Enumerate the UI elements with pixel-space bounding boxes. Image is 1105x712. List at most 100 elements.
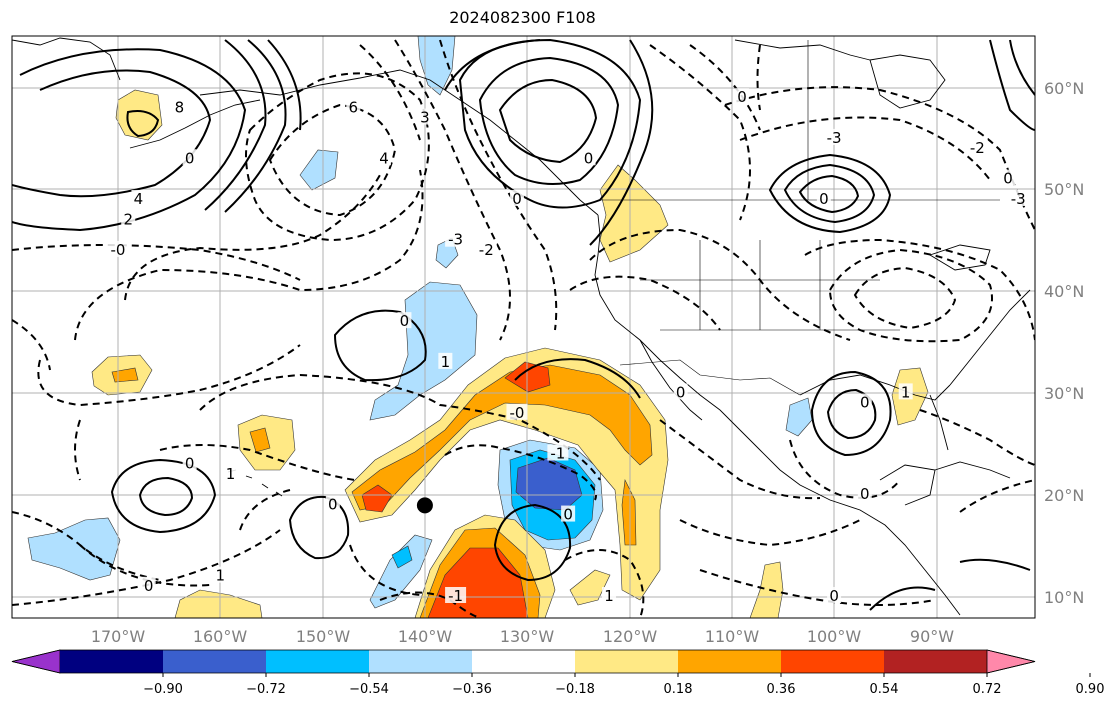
contour-solid — [110, 458, 217, 534]
contour-dashed — [12, 529, 281, 606]
contour-label: -0 — [509, 404, 524, 422]
contour-dashed — [739, 116, 991, 181]
contour-label-bg — [602, 587, 617, 603]
lat-label: 50°N — [1044, 180, 1084, 199]
contour-label: -2 — [479, 241, 494, 259]
contour-label-bg — [547, 444, 569, 461]
contour-label-bg — [673, 383, 688, 400]
lon-label: 120°W — [603, 627, 658, 646]
contour-label: 1 — [604, 587, 614, 605]
political-borders — [598, 40, 1000, 396]
contour-dashed — [699, 569, 936, 606]
colorbar: −0.90 −0.72 −0.54 −0.36 −0.18 0.18 0.36 0.54 0.7… — [11, 649, 1104, 697]
east-coast — [949, 289, 1031, 386]
contour-label-bg — [857, 485, 872, 502]
lat-label: 20°N — [1044, 486, 1084, 505]
contour-solid — [798, 174, 860, 214]
contour-dashed — [789, 439, 901, 499]
contour-solid — [783, 163, 876, 224]
contour-label-bg — [1007, 189, 1029, 206]
shade-yellow — [749, 561, 784, 618]
baja-california — [639, 339, 703, 421]
contour-label: 0 — [185, 455, 195, 473]
colorbar-segment — [678, 650, 782, 673]
contour-label: 0 — [819, 190, 829, 208]
colorbar-tick-label: −0.54 — [349, 682, 389, 697]
contour-label-bg — [506, 403, 528, 420]
contour-dashed — [659, 419, 821, 500]
contour-solid — [267, 39, 302, 131]
contour-label: -3 — [1011, 190, 1026, 208]
contour-label: 0 — [829, 587, 839, 605]
shade-light-blue — [299, 149, 339, 191]
colorbar-segment — [60, 650, 164, 673]
contour-solid — [493, 503, 572, 582]
lat-axis-labels: 60°N 50°N 40°N 30°N 20°N 10°N — [1044, 79, 1084, 607]
contour-dashed — [804, 238, 1035, 341]
lat-label: 60°N — [1044, 79, 1084, 98]
great-lakes — [928, 244, 991, 271]
contour-label-bg — [581, 149, 596, 166]
contour-label-bg — [1001, 169, 1016, 186]
contour-solid — [288, 495, 350, 560]
contour-label: 0 — [563, 506, 573, 524]
contour-solid — [1009, 39, 1035, 96]
colorbar-tick-label: 0.18 — [664, 682, 693, 697]
contour-label: 0 — [400, 312, 410, 330]
lon-label: 150°W — [296, 627, 351, 646]
contour-label-bg — [417, 108, 432, 125]
contour-dashed — [853, 266, 957, 330]
contour-solid — [514, 358, 641, 399]
contour-dashed — [679, 519, 861, 547]
contour-dashed — [649, 44, 751, 221]
lon-label: 170°W — [91, 627, 146, 646]
colorbar-tick-label: −0.36 — [452, 682, 492, 697]
florida — [929, 394, 949, 451]
contour-label-bg — [107, 240, 129, 257]
contour-label: 3 — [420, 109, 430, 127]
lat-label: 10°N — [1044, 588, 1084, 607]
storm-center-marker — [416, 497, 433, 514]
contour-label-bg — [966, 139, 988, 156]
lon-label: 140°W — [398, 627, 453, 646]
contour-solid — [810, 370, 892, 457]
colorbar-segment — [163, 650, 267, 673]
contour-dashed — [12, 319, 51, 371]
contour-label-bg — [898, 383, 913, 400]
contour-label-bg — [121, 210, 136, 227]
colorbar-tick-label: −0.72 — [246, 682, 286, 697]
contour-label: 0 — [860, 394, 870, 412]
contour-label-bg — [325, 495, 340, 512]
colorbar-segment — [472, 650, 576, 673]
contour-dashed — [245, 72, 430, 242]
shade-blue — [391, 545, 413, 569]
contour-dashed — [828, 248, 993, 343]
hudson-bay — [869, 54, 946, 109]
contour-dashed — [439, 39, 558, 331]
contour-solid — [333, 309, 427, 382]
colorbar-extend-low — [11, 649, 61, 674]
contour-labels: 863042-04-3-2000-3-20-3-200010-0-10100-1… — [107, 88, 1056, 605]
contour-label: 6 — [349, 98, 359, 116]
kamchatka — [12, 37, 121, 81]
colorbar-tick-label: 0.54 — [870, 682, 899, 697]
contour-dashed — [564, 549, 645, 618]
contour-solid — [224, 39, 287, 213]
contour-dashed — [569, 275, 721, 331]
contour-label-bg — [816, 189, 831, 206]
contour-dashed — [159, 444, 356, 481]
contour-dashed — [74, 169, 424, 341]
contour-dashed — [239, 489, 421, 596]
map-frame — [11, 35, 1036, 619]
contour-solid — [989, 39, 1035, 131]
contour-label-bg — [346, 98, 361, 115]
contour-label: 0 — [144, 577, 154, 595]
contour-label-bg — [397, 312, 412, 329]
contour-label: 0 — [185, 149, 195, 167]
contour-label: -2 — [1041, 210, 1056, 228]
contour-dashed — [959, 479, 1035, 513]
contour-dashed — [394, 39, 511, 341]
contour-label-bg — [445, 587, 467, 603]
contour-dashed — [919, 409, 1035, 466]
